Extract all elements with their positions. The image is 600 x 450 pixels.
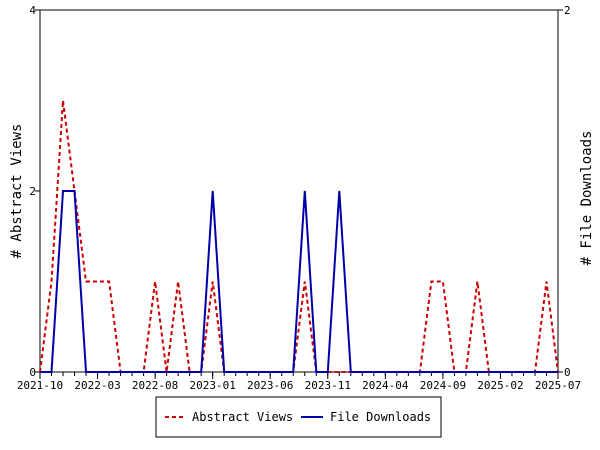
legend-box [155, 396, 442, 438]
y-left-tick-label: 4 [29, 4, 36, 17]
x-axis-ticks: 2021-10 2022-03 2022-08 2023-01 2023-06 2023-… [17, 372, 581, 392]
x-tick-label: 2021-10 [17, 379, 63, 392]
x-tick-label: 2025-07 [535, 379, 581, 392]
y-axis-title-left: # Abstract Views [9, 124, 25, 259]
x-tick-label: 2022-03 [74, 379, 120, 392]
y-right-tick-label: 0 [564, 366, 571, 379]
series-line-file-downloads [40, 190, 558, 373]
series-layer [39, 100, 559, 373]
legend-label-abstract-views: Abstract Views [192, 410, 293, 424]
x-tick-label: 2023-01 [189, 379, 235, 392]
series-line-abstract-views [39, 100, 559, 373]
x-tick-label: 2022-08 [132, 379, 178, 392]
x-tick-label: 2024-09 [420, 379, 466, 392]
y-axis-title-right: # File Downloads [579, 131, 595, 266]
x-tick-label: 2025-02 [477, 379, 523, 392]
x-tick-label: 2023-06 [247, 379, 293, 392]
plot-frame [39, 9, 559, 373]
y-axis-ticks: 0 2 4 0 2 [29, 4, 570, 379]
y-left-tick-label: 2 [29, 185, 36, 198]
y-right-tick-label: 2 [564, 4, 571, 17]
legend: Abstract Views File Downloads [155, 396, 442, 438]
y-left-tick-label: 0 [29, 366, 36, 379]
x-tick-label: 2024-04 [362, 379, 409, 392]
x-tick-label: 2023-11 [305, 379, 351, 392]
legend-label-file-downloads: File Downloads [330, 410, 431, 424]
